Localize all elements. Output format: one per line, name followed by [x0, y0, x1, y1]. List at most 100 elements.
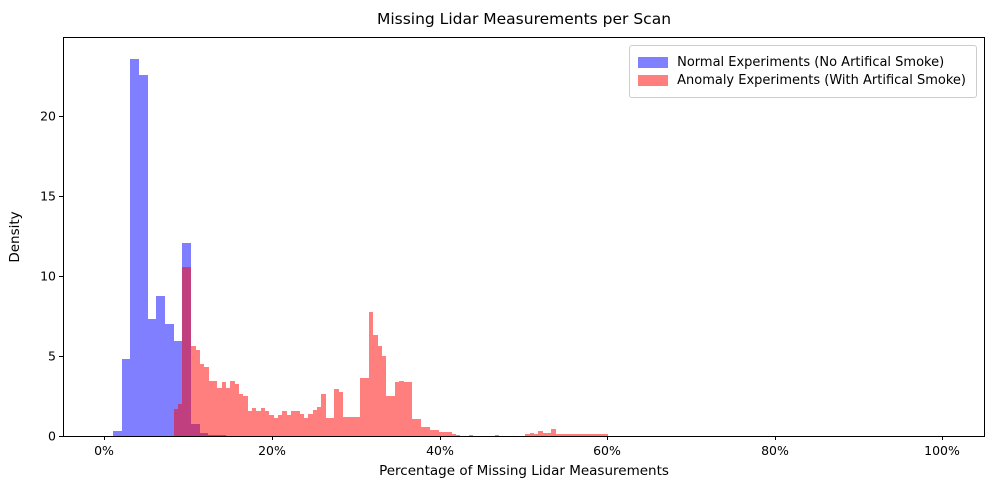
x-axis-tick: [607, 436, 608, 440]
histogram-bar-normal: [156, 296, 165, 436]
y-axis-tick-label: 20: [40, 108, 56, 124]
histogram-bar-anomaly: [547, 433, 551, 436]
legend-label-anomaly: Anomaly Experiments (With Artifical Smok…: [677, 73, 966, 88]
histogram-bar-anomaly: [187, 267, 191, 436]
histogram-bar-anomaly: [525, 434, 530, 436]
histogram-bar-anomaly: [304, 418, 308, 436]
x-axis-tick: [942, 436, 943, 440]
histogram-bar-anomaly: [243, 396, 248, 436]
histogram-bar-normal: [122, 359, 130, 436]
y-axis-tick: [59, 276, 63, 277]
histogram-bar-anomaly: [230, 381, 235, 436]
legend-entry-normal: Normal Experiments (No Artifical Smoke): [638, 55, 966, 70]
histogram-bar-anomaly: [213, 381, 217, 436]
legend: Normal Experiments (No Artifical Smoke) …: [629, 45, 977, 98]
x-axis-label: Percentage of Missing Lidar Measurements: [379, 463, 669, 479]
y-axis-tick: [59, 196, 63, 197]
histogram-bar-anomaly: [200, 364, 204, 436]
histogram-bar-anomaly: [196, 350, 200, 436]
y-axis-tick-label: 15: [40, 188, 56, 204]
histogram-bar-normal: [174, 341, 182, 436]
histogram-bar-anomaly: [308, 414, 313, 436]
histogram-bar-anomaly: [582, 434, 586, 436]
x-axis-tick: [440, 436, 441, 440]
x-axis-tick-label: 40%: [426, 443, 454, 458]
histogram-bar-anomaly: [569, 434, 573, 436]
plot-area: Normal Experiments (No Artifical Smoke) …: [63, 37, 985, 437]
histogram-bar-anomaly: [191, 346, 196, 436]
histogram-bar-anomaly: [469, 435, 473, 436]
histogram-bar-anomaly: [256, 411, 261, 436]
histogram-bar-anomaly: [326, 418, 330, 436]
histogram-bar-anomaly: [443, 432, 447, 436]
y-axis-label: Density: [7, 211, 23, 263]
histogram-bar-anomaly: [269, 415, 274, 436]
histogram-bar-anomaly: [274, 418, 278, 436]
histogram-bar-anomaly: [330, 418, 334, 436]
x-axis-tick-label: 80%: [761, 443, 789, 458]
x-axis-tick-label: 100%: [924, 443, 960, 458]
histogram-bar-anomaly: [261, 408, 265, 436]
histogram-bar-anomaly: [452, 434, 456, 436]
histogram-bar-anomaly: [347, 417, 352, 436]
histogram-bar-anomaly: [291, 411, 295, 436]
histogram-bar-anomaly: [560, 434, 564, 436]
histogram-bar-anomaly: [252, 408, 256, 436]
histogram-bar-anomaly: [352, 417, 356, 436]
histogram-bar-anomaly: [369, 312, 373, 436]
histogram-bar-anomaly: [217, 388, 222, 436]
histogram-bar-anomaly: [586, 434, 590, 436]
histogram-bar-normal: [139, 75, 148, 436]
histogram-bar-anomaly: [603, 434, 608, 436]
histogram-bar-anomaly: [239, 394, 243, 436]
histogram-bar-anomaly: [595, 434, 599, 436]
histogram-bar-anomaly: [226, 388, 230, 436]
histogram-bar-anomaly: [265, 411, 269, 436]
histogram-bar-anomaly: [278, 415, 282, 436]
histogram-bar-anomaly: [404, 382, 408, 436]
legend-swatch-anomaly: [638, 75, 669, 86]
histogram-bar-anomaly: [235, 384, 239, 436]
histogram-bar-anomaly: [538, 431, 543, 436]
histogram-bar-anomaly: [321, 394, 326, 436]
histogram-bar-anomaly: [382, 356, 386, 436]
histogram-bar-anomaly: [313, 410, 317, 436]
histogram-bar-anomaly: [204, 367, 209, 436]
histogram-bar-anomaly: [434, 430, 439, 436]
histogram-bar-anomaly: [447, 432, 452, 436]
histogram-bar-anomaly: [439, 432, 443, 436]
histogram-bar-anomaly: [417, 419, 421, 436]
y-axis-tick: [59, 436, 63, 437]
histogram-bar-anomaly: [456, 435, 460, 436]
legend-entry-anomaly: Anomaly Experiments (With Artifical Smok…: [638, 73, 966, 88]
histogram-bar-anomaly: [395, 382, 399, 436]
histogram-bar-anomaly: [282, 411, 287, 436]
histogram-bar-anomaly: [495, 435, 499, 436]
histogram-bar-anomaly: [378, 346, 382, 436]
histogram-bar-anomaly: [551, 429, 556, 436]
histogram-bar-anomaly: [391, 396, 395, 436]
histogram-bar-anomaly: [386, 396, 391, 436]
x-axis-tick-label: 20%: [258, 443, 286, 458]
y-axis-tick: [59, 356, 63, 357]
histogram-bar-anomaly: [421, 427, 425, 436]
histogram-bar-anomaly: [356, 417, 360, 436]
histogram-bar-anomaly: [577, 434, 582, 436]
histogram-bar-anomaly: [334, 389, 339, 436]
y-axis-tick-label: 10: [40, 268, 56, 284]
legend-label-normal: Normal Experiments (No Artifical Smoke): [677, 55, 945, 70]
histogram-bar-anomaly: [248, 411, 252, 436]
histogram-bar-anomaly: [178, 404, 182, 436]
histogram-bar-anomaly: [408, 382, 412, 436]
histogram-bar-anomaly: [430, 430, 434, 436]
histogram-bar-anomaly: [564, 434, 569, 436]
histogram-bar-anomaly: [590, 434, 595, 436]
histogram-bar-anomaly: [300, 414, 304, 436]
chart-title: Missing Lidar Measurements per Scan: [376, 10, 672, 28]
histogram-bar-anomaly: [412, 419, 417, 436]
histogram-bar-anomaly: [399, 381, 404, 436]
histogram-bar-anomaly: [365, 378, 369, 436]
histogram-bar-anomaly: [209, 381, 213, 436]
histogram-bar-anomaly: [425, 427, 430, 436]
